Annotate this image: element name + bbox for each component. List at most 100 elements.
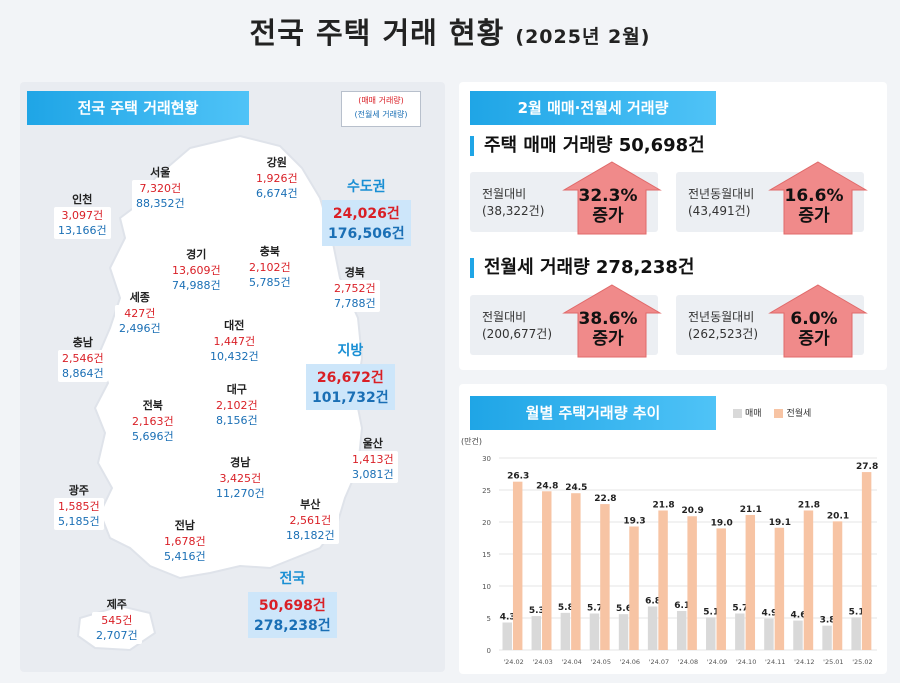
- bar-sale: [531, 616, 542, 650]
- comparison-card: 전년동월대비 (43,491건) 16.6% 증가: [676, 161, 868, 235]
- data-label-rent: 21.8: [652, 500, 674, 510]
- data-label-sale: 3.8: [820, 616, 836, 626]
- x-tick-label: '25.02: [852, 658, 872, 666]
- region-sale: 1,413건: [352, 453, 394, 466]
- chart-panel-title: 월별 주택거래량 추이: [470, 396, 716, 430]
- comparison-percent: 32.3%: [578, 186, 638, 206]
- map-legend: (매매 거래량) (전월세 거래량): [341, 91, 421, 127]
- y-tick-label: 10: [482, 583, 491, 591]
- comparison-base-count: (262,523건): [688, 327, 759, 341]
- region-sale: 2,102건: [249, 261, 291, 274]
- region-rent: 5,785건: [249, 276, 291, 289]
- region-name: 경북: [344, 266, 365, 279]
- region-rent: 3,081건: [352, 468, 394, 481]
- region-seoul: 서울 7,320건 88,352건: [132, 165, 189, 212]
- bar-sale: [502, 622, 512, 650]
- data-label-rent: 24.5: [565, 483, 587, 493]
- legend-sale: (매매 거래량): [358, 96, 404, 105]
- bar-sale: [560, 612, 571, 650]
- local-area-sale: 26,672건: [316, 370, 384, 386]
- region-busan: 부산 2,561건 18,182건: [282, 497, 339, 544]
- bar-sale: [676, 610, 687, 650]
- region-rent: 8,864건: [62, 367, 104, 380]
- y-tick-label: 5: [487, 615, 491, 623]
- comparison-basis: 전년동월대비: [688, 187, 755, 201]
- region-rent: 5,185건: [58, 515, 100, 528]
- bar-sale: [735, 613, 745, 650]
- chart-panel: [459, 384, 887, 674]
- region-rent: 11,270건: [216, 487, 265, 500]
- bar-sale: [793, 620, 803, 650]
- map-panel-title: 전국 주택 거래현황: [27, 91, 249, 125]
- bar-rent: [687, 516, 697, 650]
- data-label-sale: 5.3: [529, 606, 545, 616]
- region-sale: 7,320건: [139, 182, 182, 195]
- comparison-basis: 전월대비: [482, 187, 527, 201]
- region-name: 광주: [68, 484, 89, 497]
- bar-sale: [589, 613, 600, 650]
- local-area-total: 지방 26,672건 101,732건: [306, 340, 395, 410]
- legend-item-sale: 매매: [733, 409, 762, 419]
- x-tick-label: '24.07: [649, 658, 669, 666]
- up-arrow-icon: [562, 284, 662, 358]
- region-rent: 18,182건: [286, 529, 335, 542]
- bar-sale: [618, 614, 629, 650]
- comparison-percent: 38.6%: [578, 309, 638, 329]
- region-sale: 1,678건: [164, 535, 206, 548]
- bar-rent: [716, 528, 726, 650]
- nation-rent: 278,238건: [254, 618, 331, 634]
- region-name: 전북: [142, 399, 163, 412]
- sale-heading: 주택 매매 거래량 50,698건: [470, 136, 705, 156]
- y-axis-label: (만건): [461, 436, 482, 446]
- region-daejeon: 대전 1,447건 10,432건: [206, 318, 263, 365]
- comparison-base-count: (38,322건): [482, 204, 545, 218]
- data-label-rent: 26.3: [507, 472, 529, 482]
- region-name: 경남: [230, 456, 251, 469]
- region-sale: 13,609건: [172, 264, 221, 277]
- comparison-base-count: (200,677건): [482, 327, 553, 341]
- region-sale: 2,561건: [289, 514, 332, 527]
- legend-label-sale: 매매: [745, 409, 762, 419]
- comparison-direction: 증가: [798, 329, 830, 349]
- local-area-name: 지방: [337, 343, 364, 359]
- region-rent: 6,674건: [256, 187, 298, 200]
- region-gyeonggi: 경기 13,609건 74,988건: [168, 247, 225, 294]
- comparison-card: 전월대비 (38,322건) 32.3% 증가: [470, 161, 662, 235]
- summary-panel-title: 2월 매매·전월세 거래량: [470, 91, 716, 125]
- page-title-date: (2025년 2월): [515, 26, 651, 48]
- region-name: 대전: [224, 319, 245, 332]
- bar-sale: [851, 617, 861, 650]
- bar-rent: [600, 504, 610, 650]
- data-label-rent: 19.3: [623, 516, 645, 526]
- capital-area-total: 수도권 24,026건 176,506건: [322, 176, 411, 246]
- region-chungnam: 충남 2,546건 8,864건: [58, 335, 108, 382]
- region-jeju: 제주 545건 2,707건: [92, 597, 142, 644]
- region-rent: 5,416건: [164, 550, 206, 563]
- region-rent: 2,707건: [96, 629, 138, 642]
- comparison-label: 전월대비 (200,677건): [482, 309, 552, 343]
- x-tick-label: '24.05: [591, 658, 611, 666]
- nation-name: 전국: [279, 571, 306, 587]
- capital-area-rent: 176,506건: [328, 226, 405, 242]
- data-label-sale: 6.1: [674, 601, 690, 611]
- region-rent: 10,432건: [210, 350, 259, 363]
- region-name: 부산: [300, 498, 321, 511]
- data-label-sale: 6.8: [645, 596, 661, 606]
- region-rent: 8,156건: [216, 414, 258, 427]
- data-label-sale: 4.6: [791, 611, 807, 621]
- region-chungbuk: 충북 2,102건 5,785건: [245, 244, 295, 291]
- data-label-sale: 5.7: [587, 604, 603, 614]
- region-incheon: 인천 3,097건 13,166건: [54, 192, 111, 239]
- data-label-rent: 20.1: [827, 511, 849, 521]
- page-title: 전국 주택 거래 현황 (2025년 2월): [0, 10, 900, 52]
- bar-sale: [764, 618, 774, 650]
- capital-area-name: 수도권: [347, 179, 386, 195]
- y-tick-label: 15: [482, 551, 491, 559]
- x-tick-label: '24.06: [620, 658, 640, 666]
- region-sale: 1,585건: [58, 500, 100, 513]
- y-tick-label: 30: [482, 455, 491, 463]
- comparison-rate: 6.0% 증가: [768, 309, 860, 349]
- data-label-sale: 5.6: [616, 604, 632, 614]
- region-name: 인천: [72, 193, 93, 206]
- region-gyeongbuk: 경북 2,752건 7,788건: [330, 265, 380, 312]
